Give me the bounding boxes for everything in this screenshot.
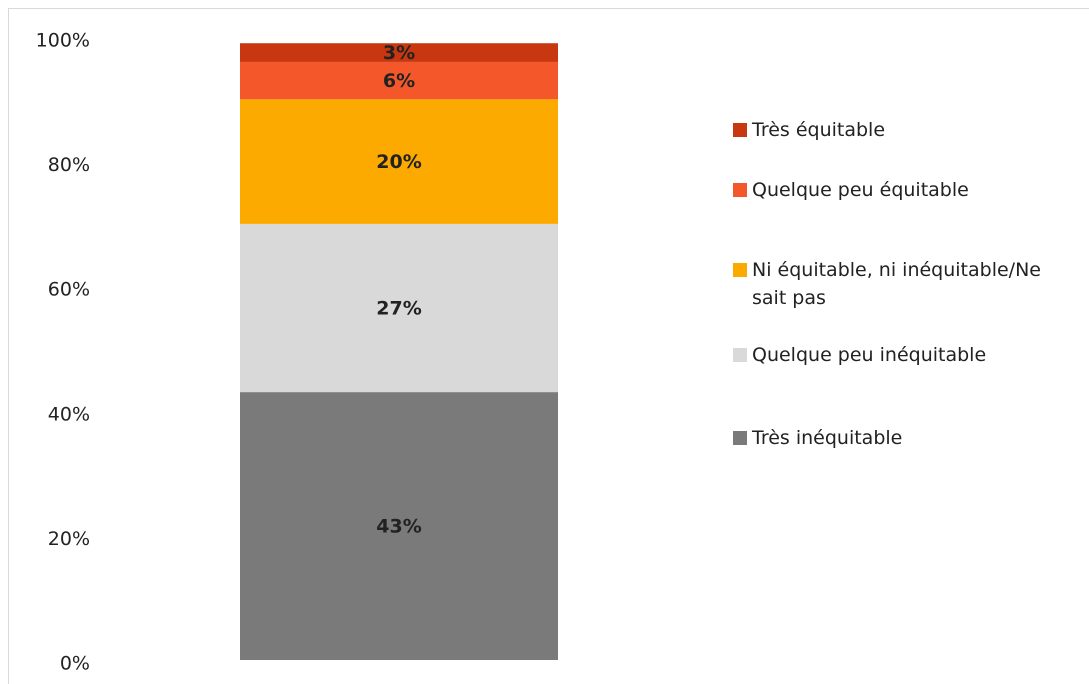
- y-tick-label: 0%: [60, 653, 90, 675]
- y-tick-label: 20%: [48, 528, 90, 550]
- bar-segment: [240, 61, 558, 100]
- chart-frame: [8, 8, 1089, 684]
- legend-label: Très équitable: [752, 119, 886, 141]
- legend-label: Très inéquitable: [752, 427, 903, 449]
- bar-segment: [240, 223, 558, 393]
- legend-item: Ni équitable, ni inéquitable/Ne sait pas: [733, 256, 1073, 312]
- value-label: 20%: [376, 151, 421, 173]
- legend-swatch: [733, 183, 747, 197]
- legend-item: Quelque peu équitable: [733, 176, 1073, 204]
- legend-item: Très équitable: [733, 116, 1073, 144]
- legend-swatch: [733, 348, 747, 362]
- bar-segment: [240, 43, 558, 62]
- y-tick-label: 60%: [48, 279, 90, 301]
- legend-label: Ni équitable, ni inéquitable/Ne sait pas: [752, 259, 1041, 309]
- value-label: 27%: [376, 298, 421, 320]
- legend-swatch: [733, 123, 747, 137]
- legend-label: Quelque peu équitable: [752, 179, 969, 201]
- legend-swatch: [733, 431, 747, 445]
- value-label: 43%: [376, 516, 421, 538]
- value-label: 6%: [383, 70, 415, 92]
- legend-item: Quelque peu inéquitable: [733, 341, 1073, 369]
- legend-item: Très inéquitable: [733, 424, 1073, 452]
- y-tick-label: 100%: [36, 30, 90, 52]
- value-label: 3%: [383, 42, 415, 64]
- y-tick-label: 80%: [48, 154, 90, 176]
- bar-segment: [240, 392, 558, 660]
- legend-label: Quelque peu inéquitable: [752, 344, 987, 366]
- legend-swatch: [733, 263, 747, 277]
- y-tick-label: 40%: [48, 403, 90, 425]
- bar-segment: [240, 99, 558, 224]
